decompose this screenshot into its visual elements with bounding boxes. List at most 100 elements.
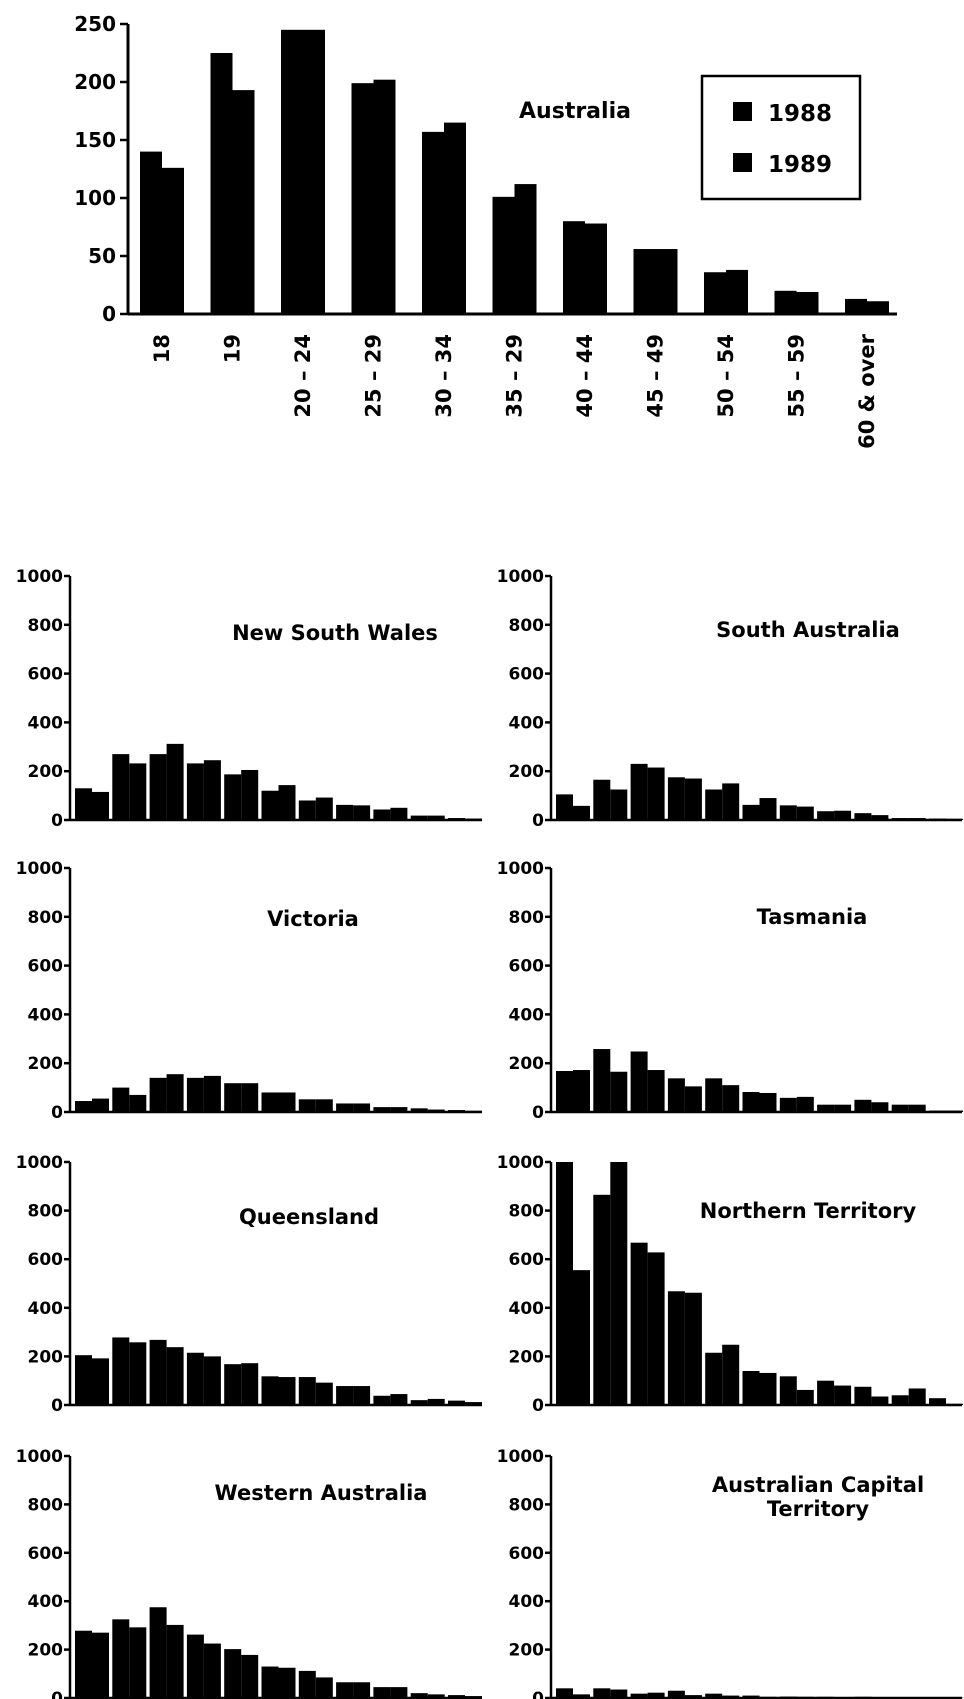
y-tick-label: 1000 [497,1447,544,1467]
y-tick-label: 200 [509,1054,545,1074]
bar-1989 [573,1270,590,1405]
bar-1988 [742,804,760,820]
bar-1988 [281,29,303,315]
y-tick-label: 1000 [497,1153,544,1173]
bar-1989 [871,1697,889,1698]
bar-1988 [149,754,167,820]
bar-1989 [92,1098,109,1112]
bar-1989 [647,1070,665,1112]
bar-1989 [946,1403,963,1405]
bar-1988 [186,1077,204,1112]
y-tick-label: 400 [509,1005,545,1025]
bar-1989 [796,806,814,820]
bar-1988 [667,1690,685,1698]
bar-1989 [427,1398,445,1405]
bar-1988 [112,754,130,820]
bar-1989 [427,1109,445,1112]
bar-1988 [817,1380,835,1405]
y-tick-label: 200 [74,70,116,94]
bar-1988 [336,1386,354,1405]
bar-1989 [796,1096,814,1112]
bar-1989 [166,1074,184,1112]
bar-1988 [705,1693,723,1698]
chart-panel: 0 200 400 600 800 1000 South Australia [497,567,963,831]
y-tick-label: 1000 [16,1153,63,1173]
bar-1989 [232,90,255,315]
y-tick-label: 1000 [497,859,544,879]
y-tick-label: 0 [532,1689,544,1699]
bar-1988 [261,1376,279,1405]
x-tick-label: 19 [221,334,245,363]
y-tick-label: 150 [74,128,116,152]
bar-1989 [573,1694,590,1698]
chart-title: Northern Territory [700,1199,917,1223]
bar-1989 [834,1104,852,1112]
bar-1988 [410,1400,428,1405]
bar-1988 [704,272,726,314]
bar-1989 [908,1104,926,1112]
bar-1988 [817,1104,835,1112]
bar-1988 [210,53,233,314]
bar-1988 [261,1666,279,1698]
bar-1988 [224,1364,242,1405]
x-tick-label: 25 – 29 [362,334,386,418]
bar-1988 [224,1649,242,1698]
y-tick-label: 0 [532,811,544,831]
x-tick-label: 30 – 34 [432,334,456,418]
bar-1989 [166,743,184,820]
bar-1989 [166,1347,184,1405]
bar-1989 [871,1102,889,1112]
y-tick-label: 800 [28,1495,64,1515]
bar-1989 [871,815,889,820]
bar-1989 [241,1363,259,1405]
y-tick-label: 800 [509,1202,545,1222]
bar-1989 [353,1682,371,1698]
bar-1988 [410,815,428,820]
y-tick-label: 0 [532,1396,544,1416]
bar-1988 [742,1695,760,1698]
bar-1988 [186,763,204,820]
bar-1988 [224,774,242,820]
y-tick-label: 1000 [497,567,544,587]
bar-1989 [427,815,445,820]
bar-1989 [444,122,466,314]
bar-1989 [203,1075,221,1112]
y-tick-label: 600 [28,665,64,685]
bar-1989 [722,1344,740,1405]
bar-1988 [891,818,909,820]
y-tick-label: 600 [509,1544,545,1564]
chart-title: Australia [519,99,631,124]
x-tick-label: 40 – 44 [573,334,597,418]
bar-1988 [854,1696,872,1698]
bar-1989 [722,1085,740,1112]
bar-1989 [684,778,702,820]
chart-title: Queensland [239,1205,379,1229]
bar-1988 [779,1097,797,1112]
legend-swatch [733,102,752,121]
bar-1988 [633,249,656,314]
bar-1989 [92,1632,109,1698]
bar-1988 [410,1108,428,1112]
bar-1989 [315,797,333,820]
x-tick-label: 35 – 29 [503,334,527,418]
bar-1989 [129,1094,147,1112]
chart-panel: 0 200 400 600 800 1000 New South Wales [16,567,482,831]
bar-1988 [75,1630,92,1698]
bar-1988 [705,1352,723,1405]
bar-1989 [647,767,665,820]
bar-1989 [278,1377,296,1405]
bar-1989 [373,79,396,315]
bar-1989 [722,1695,740,1698]
bar-1988 [929,818,946,820]
bar-1989 [796,1389,814,1405]
bar-1988 [448,1695,465,1698]
bar-1988 [593,1688,611,1698]
y-tick-label: 200 [28,762,64,782]
bar-1988 [224,1083,242,1112]
bar-1989 [759,1092,777,1112]
bar-1988 [75,1101,92,1112]
bar-1989 [166,1624,184,1698]
bar-1988 [667,777,685,820]
bar-1989 [585,223,607,314]
